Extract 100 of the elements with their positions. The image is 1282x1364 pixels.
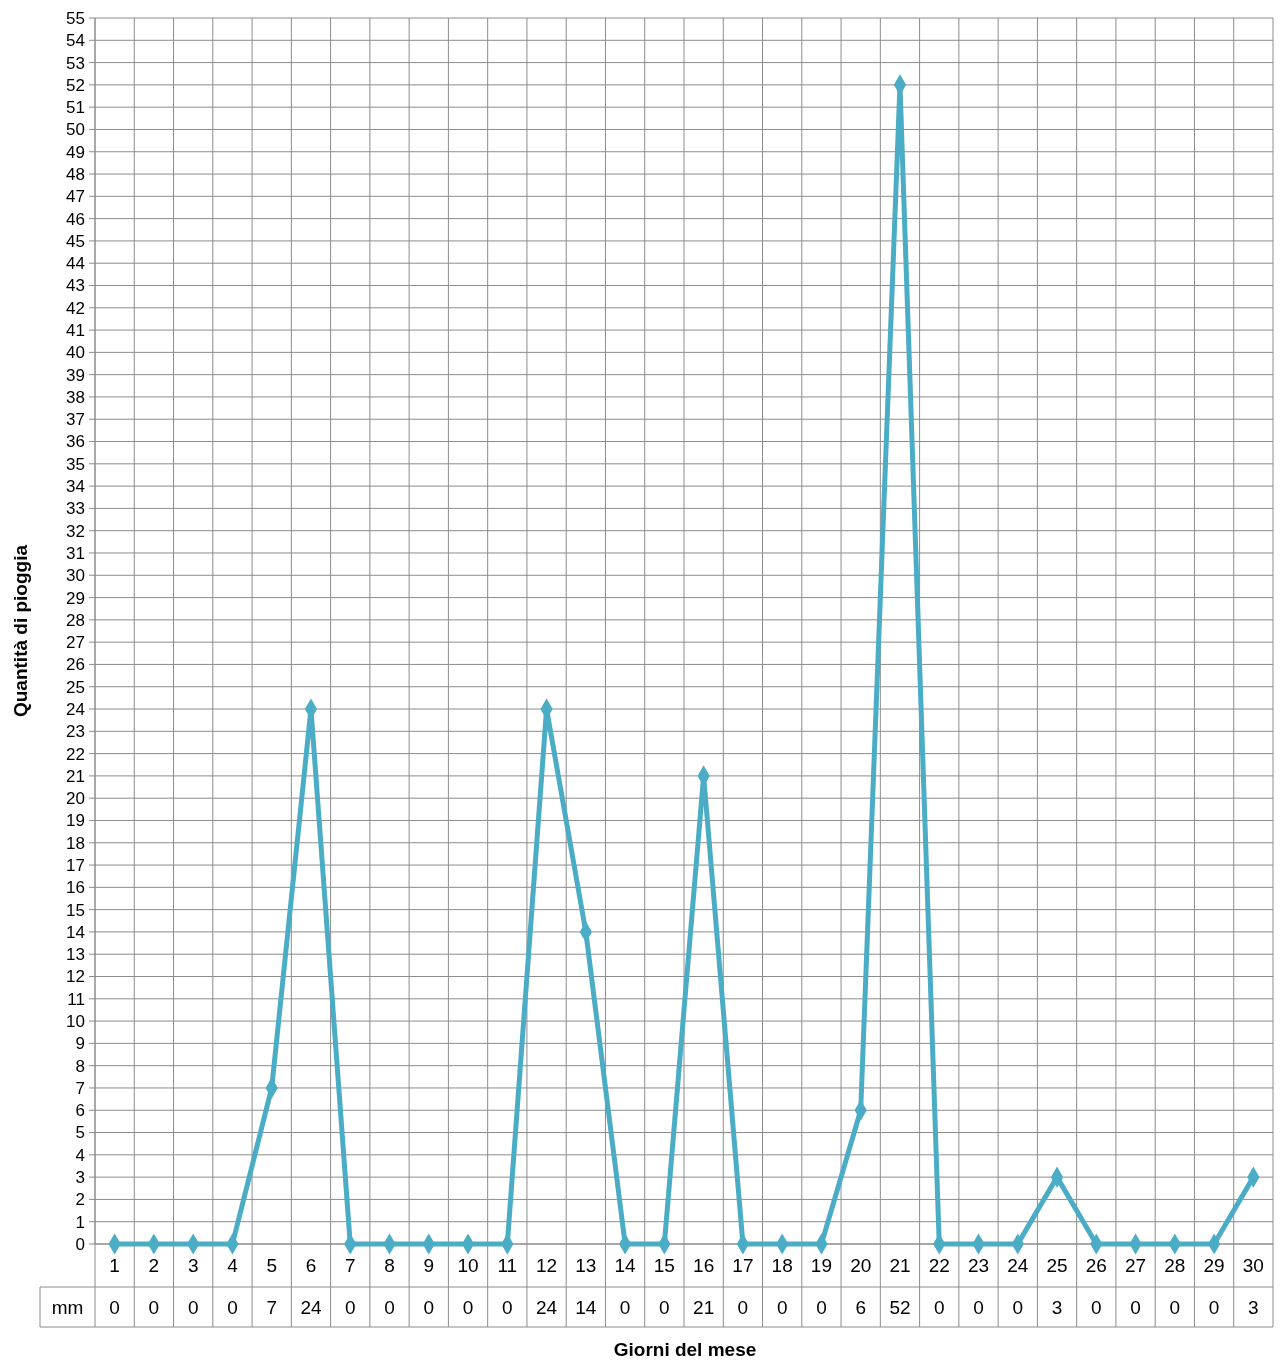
y-tick-label: 36 — [66, 432, 85, 452]
y-tick-label: 16 — [66, 878, 85, 898]
y-tick-label: 30 — [66, 566, 85, 586]
text: mm — [51, 1296, 84, 1318]
x-tick-label: 12 — [536, 1255, 558, 1277]
x-tick-label: 29 — [1203, 1255, 1225, 1277]
y-tick-label: 20 — [66, 789, 85, 809]
y-axis-title: Quantità di pioggia — [10, 544, 31, 718]
x-tick-label: 8 — [384, 1255, 395, 1277]
y-tick-label: 25 — [66, 677, 85, 697]
y-tick-label: 4 — [75, 1145, 85, 1165]
y-tick-label: 46 — [66, 209, 85, 229]
data-label: 0 — [659, 1296, 670, 1318]
y-tick-label: 9 — [75, 1034, 85, 1054]
data-label: 0 — [1091, 1296, 1102, 1318]
y-tick-label: 32 — [66, 521, 85, 541]
data-label: 3 — [1051, 1296, 1063, 1318]
y-tick-label: 53 — [66, 53, 85, 73]
y-tick-label: 41 — [66, 321, 85, 341]
y-tick-label: 50 — [66, 120, 85, 140]
y-tick-label: 47 — [66, 187, 85, 207]
data-label: 0 — [423, 1296, 435, 1318]
x-tick-label: 16 — [693, 1255, 715, 1277]
data-label: 0 — [502, 1296, 513, 1318]
x-tick-label: 30 — [1242, 1255, 1264, 1277]
x-tick-label: 15 — [653, 1255, 675, 1277]
y-tick-label: 40 — [66, 343, 85, 363]
x-tick-label: 13 — [575, 1255, 597, 1277]
data-label: 14 — [575, 1296, 597, 1318]
y-tick-label: 12 — [66, 967, 85, 987]
y-tick-label: 31 — [66, 543, 85, 563]
data-label: 24 — [536, 1296, 558, 1318]
y-tick-label: 23 — [66, 722, 85, 742]
y-tick-label: 0 — [75, 1234, 85, 1254]
x-tick-label: 14 — [614, 1255, 637, 1277]
y-tick-label: 29 — [66, 588, 85, 608]
y-tick-label: 2 — [75, 1190, 85, 1210]
y-tick-label: 52 — [66, 75, 85, 95]
x-tick-label: 25 — [1046, 1255, 1068, 1277]
data-label: 0 — [1012, 1296, 1024, 1318]
y-tick-label: 15 — [66, 900, 85, 920]
y-tick-label: 51 — [66, 98, 85, 118]
y-tick-label: 43 — [66, 276, 85, 296]
y-tick-label: 49 — [66, 142, 85, 162]
data-label: 7 — [266, 1296, 277, 1318]
y-tick-label: 24 — [66, 699, 85, 719]
data-label: 0 — [148, 1296, 160, 1318]
y-tick-label: 21 — [66, 766, 85, 786]
y-tick-label: 26 — [66, 655, 85, 675]
y-tick-label: 38 — [66, 387, 85, 407]
y-tick-label: 5 — [75, 1123, 85, 1143]
data-label: 6 — [855, 1296, 866, 1318]
x-tick-label: 23 — [967, 1255, 990, 1277]
y-tick-label: 28 — [66, 610, 85, 630]
y-tick-label: 13 — [66, 945, 85, 965]
x-tick-label: 26 — [1085, 1255, 1107, 1277]
y-tick-label: 17 — [66, 856, 85, 875]
data-label: 0 — [619, 1296, 631, 1318]
data-label: 24 — [300, 1296, 322, 1318]
x-tick-label: 28 — [1164, 1255, 1186, 1277]
data-label: 3 — [1248, 1296, 1259, 1318]
data-label: 0 — [737, 1296, 749, 1318]
data-label: 0 — [344, 1296, 356, 1318]
y-tick-label: 39 — [66, 365, 85, 385]
y-tick-label: 14 — [66, 922, 85, 942]
y-tick-label: 11 — [67, 989, 85, 1009]
y-tick-label: 18 — [66, 833, 85, 853]
data-label: 0 — [187, 1296, 199, 1318]
y-tick-label: 42 — [66, 298, 85, 318]
data-label: 0 — [816, 1296, 827, 1318]
x-tick-label: 18 — [771, 1255, 793, 1277]
data-label: 0 — [384, 1296, 395, 1318]
data-label: 52 — [889, 1296, 911, 1318]
y-tick-label: 1 — [75, 1212, 85, 1232]
y-tick-label: 55 — [66, 8, 85, 28]
x-tick-label: 27 — [1125, 1255, 1147, 1277]
y-tick-label: 3 — [75, 1168, 85, 1188]
x-tick-label: 4 — [227, 1255, 239, 1277]
y-tick-label: 34 — [66, 477, 85, 497]
y-tick-label: 37 — [66, 410, 85, 430]
y-tick-label: 10 — [66, 1012, 85, 1032]
x-tick-label: 11 — [497, 1255, 518, 1277]
x-tick-label: 24 — [1007, 1255, 1029, 1277]
x-tick-label: 7 — [344, 1255, 356, 1277]
data-label: 0 — [973, 1296, 984, 1318]
y-tick-label: 48 — [66, 164, 85, 184]
y-tick-label: 19 — [66, 811, 85, 831]
data-label: 0 — [1130, 1296, 1141, 1318]
data-label: 0 — [109, 1296, 120, 1318]
data-label: 0 — [776, 1296, 788, 1318]
y-tick-label: 33 — [66, 499, 85, 519]
data-label: 0 — [933, 1296, 945, 1318]
y-tick-label: 6 — [75, 1101, 85, 1121]
data-label: 0 — [462, 1296, 474, 1318]
x-tick-label: 20 — [850, 1255, 872, 1277]
x-tick-label: 9 — [423, 1255, 435, 1277]
x-tick-label: 3 — [187, 1255, 199, 1277]
data-label: 0 — [1208, 1296, 1220, 1318]
x-tick-label: 1 — [109, 1255, 120, 1277]
x-axis-title: Giorni del mese — [613, 1339, 757, 1360]
